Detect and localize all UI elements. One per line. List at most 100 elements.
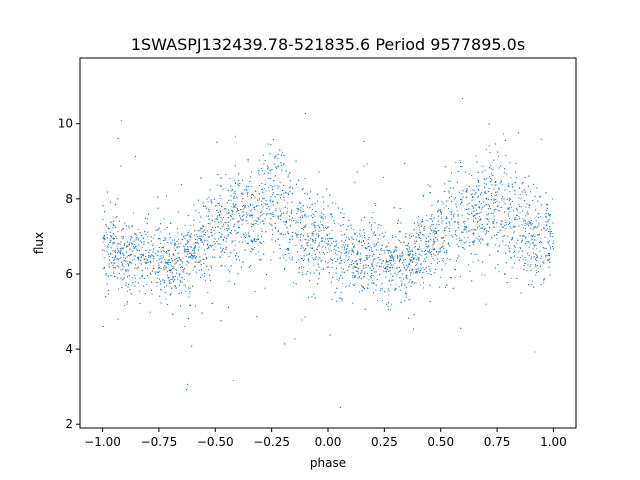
data-point	[530, 220, 532, 222]
data-point	[390, 257, 392, 259]
data-point	[170, 264, 172, 266]
data-point	[165, 252, 167, 254]
data-point	[356, 263, 358, 265]
data-point	[235, 255, 237, 257]
data-point	[520, 248, 522, 250]
data-point	[514, 246, 516, 248]
data-point	[301, 258, 303, 260]
data-point	[125, 270, 127, 272]
data-point	[334, 252, 336, 254]
data-point	[466, 204, 468, 206]
data-point	[494, 201, 496, 203]
data-point	[247, 195, 248, 197]
data-point	[186, 251, 188, 253]
data-point	[371, 255, 373, 257]
data-point	[474, 215, 476, 216]
data-point	[398, 239, 400, 241]
data-point	[133, 244, 135, 245]
data-point	[513, 230, 515, 232]
data-point	[363, 276, 365, 278]
data-point	[530, 257, 532, 259]
data-point	[468, 230, 470, 232]
data-point	[238, 256, 240, 258]
data-point	[255, 238, 257, 240]
data-point	[331, 262, 333, 264]
data-point	[408, 248, 410, 250]
data-point	[450, 211, 452, 213]
data-point	[496, 234, 498, 236]
data-points	[102, 98, 554, 408]
data-point	[353, 246, 355, 247]
data-point	[455, 162, 457, 164]
data-point	[433, 238, 435, 240]
data-point	[343, 213, 345, 215]
data-point	[535, 264, 536, 266]
data-point	[392, 235, 394, 237]
data-point	[538, 233, 540, 235]
data-point	[435, 268, 437, 270]
data-point	[295, 160, 297, 162]
data-point	[361, 270, 363, 272]
data-point	[386, 265, 388, 267]
data-point	[272, 189, 274, 191]
data-point	[272, 201, 274, 203]
data-point	[117, 198, 119, 200]
data-point	[176, 270, 178, 272]
data-point	[264, 287, 266, 289]
data-point	[256, 239, 258, 241]
data-point	[284, 199, 286, 201]
data-point	[534, 226, 536, 228]
data-point	[302, 235, 304, 237]
data-point	[416, 264, 418, 266]
data-point	[430, 238, 432, 240]
data-point	[328, 237, 330, 239]
data-point	[279, 182, 281, 184]
data-point	[272, 214, 274, 215]
data-point	[172, 260, 173, 262]
data-point	[465, 226, 467, 228]
data-point	[179, 273, 181, 275]
data-point	[239, 259, 240, 261]
data-point	[322, 227, 324, 229]
data-point	[360, 272, 362, 274]
data-point	[348, 264, 350, 266]
data-point	[388, 309, 389, 311]
data-point	[525, 236, 527, 238]
data-point	[382, 299, 384, 301]
data-point	[424, 258, 426, 260]
data-point	[434, 254, 436, 256]
data-point	[386, 303, 388, 305]
data-point	[203, 243, 205, 245]
data-point	[315, 238, 317, 240]
data-point	[253, 239, 255, 241]
data-point	[533, 227, 535, 229]
data-point	[427, 250, 429, 252]
data-point	[395, 247, 397, 249]
data-point	[373, 292, 374, 294]
data-point	[321, 212, 323, 214]
data-point	[371, 264, 373, 266]
data-point	[219, 214, 220, 215]
data-point	[409, 253, 411, 255]
data-point	[356, 239, 358, 241]
data-point	[437, 262, 438, 264]
data-point	[354, 275, 356, 277]
data-point	[298, 179, 300, 181]
data-point	[455, 231, 457, 233]
data-point	[500, 207, 502, 208]
data-point	[446, 250, 447, 252]
data-point	[394, 251, 395, 253]
data-point	[257, 217, 259, 219]
data-point	[180, 184, 182, 186]
data-point	[482, 165, 484, 167]
data-point	[338, 297, 340, 299]
data-point	[392, 251, 394, 253]
data-point	[251, 241, 252, 242]
data-point	[227, 213, 229, 214]
data-point	[272, 192, 274, 194]
data-point	[346, 248, 347, 250]
data-point	[291, 220, 292, 222]
data-point	[385, 259, 387, 261]
data-point	[488, 221, 490, 222]
data-point	[460, 239, 462, 241]
